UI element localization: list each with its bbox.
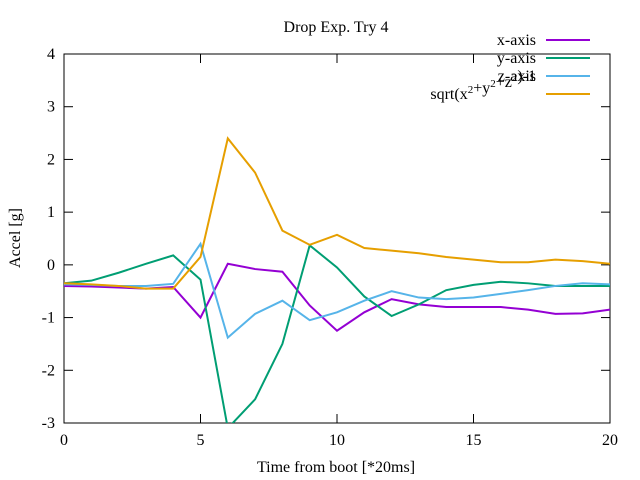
series-line-y-axis: [64, 243, 610, 423]
legend-label: y-axis: [497, 50, 536, 67]
y-axis-label: Accel [g]: [7, 208, 24, 268]
y-axis-ticks: -3 -2 -1 0 1 2 3 4: [42, 46, 610, 432]
chart-title: Drop Exp. Try 4: [284, 19, 389, 36]
series-line-sqrt-x2-y2-z2-1: [64, 136, 610, 290]
y-tick-label: -2: [42, 362, 55, 379]
y-tick-label: 0: [47, 257, 55, 274]
y-tick-label: 4: [47, 46, 55, 63]
y-tick-label: -3: [42, 415, 55, 432]
x-axis-ticks: 0 5 10 15 20: [60, 54, 618, 449]
plot-frame: [63, 53, 611, 424]
y-tick-label: 1: [47, 204, 55, 221]
series-line-x-axis: [64, 262, 610, 333]
legend-label: sqrt(x2+y2+z2)-1: [430, 68, 536, 103]
x-tick-label: 5: [197, 432, 205, 449]
y-tick-label: 3: [47, 99, 55, 116]
x-tick-label: 0: [60, 432, 68, 449]
x-tick-label: 10: [329, 432, 345, 449]
x-axis-label: Time from boot [*20ms]: [257, 459, 415, 476]
legend-label: z-axis: [498, 68, 536, 85]
series-line-z-axis: [64, 241, 610, 340]
y-tick-label: 2: [47, 151, 55, 168]
x-tick-label: 15: [466, 432, 482, 449]
x-tick-label: 20: [602, 432, 618, 449]
y-tick-label: -1: [42, 310, 55, 327]
series-lines: [64, 136, 610, 423]
legend-label: x-axis: [497, 32, 536, 49]
